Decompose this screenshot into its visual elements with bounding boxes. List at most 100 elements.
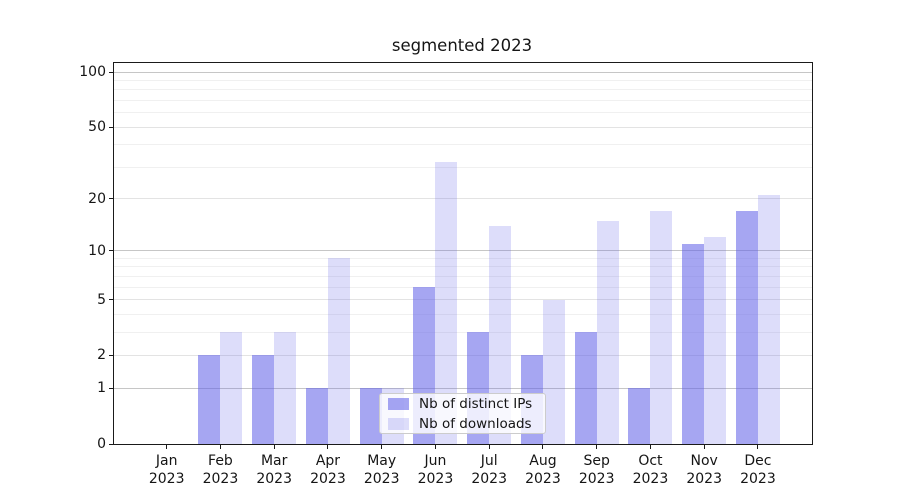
y-tick-mark bbox=[109, 299, 113, 301]
y-tick-label: 5 bbox=[97, 291, 106, 308]
legend-swatch-downloads bbox=[388, 417, 409, 430]
x-tick-mark bbox=[219, 445, 221, 449]
y-tick-label: 10 bbox=[88, 242, 106, 259]
y-tick-label: 50 bbox=[88, 119, 106, 136]
y-tick-mark bbox=[109, 71, 113, 73]
y-gridline bbox=[114, 331, 812, 333]
y-gridline bbox=[114, 299, 812, 301]
x-tick-month: Nov bbox=[690, 453, 718, 469]
x-tick-month: Oct bbox=[638, 453, 663, 469]
plot-area: 0 1 2 5 10 20 50 100 Jan 2023 Feb 2023 Mar 2023 Apr 20… bbox=[79, 62, 813, 487]
legend-item-downloads: Nb of downloads bbox=[388, 416, 537, 432]
x-tick-mark bbox=[166, 445, 168, 449]
x-tick-year: 2023 bbox=[632, 470, 669, 487]
y-tick-label: 100 bbox=[79, 64, 106, 80]
x-tick-label: Apr 2023 bbox=[293, 453, 363, 488]
bar-distinct-ips-nov bbox=[682, 243, 705, 444]
bar-downloads-apr bbox=[327, 258, 350, 444]
x-tick-mark bbox=[703, 445, 705, 449]
bar-distinct-ips-oct bbox=[628, 388, 651, 444]
x-tick-year: 2023 bbox=[578, 470, 615, 487]
y-tick-mark bbox=[109, 198, 113, 200]
y-gridline bbox=[114, 71, 812, 73]
bar-downloads-nov bbox=[704, 237, 727, 444]
bar-downloads-feb bbox=[220, 332, 243, 444]
x-tick-label: May 2023 bbox=[347, 453, 417, 488]
y-gridline bbox=[114, 126, 812, 128]
x-tick-month: Sep bbox=[583, 453, 610, 469]
bar-downloads-jun bbox=[435, 162, 458, 444]
x-tick-month: Aug bbox=[529, 453, 557, 469]
x-tick-month: Jul bbox=[480, 453, 498, 469]
y-gridline bbox=[114, 266, 812, 268]
y-tick-label: 2 bbox=[97, 347, 106, 364]
x-tick-mark bbox=[327, 445, 329, 449]
x-tick-month: Jun bbox=[424, 453, 447, 469]
y-gridline bbox=[114, 144, 812, 146]
x-tick-label: Sep 2023 bbox=[562, 453, 632, 488]
bar-distinct-ips-dec bbox=[735, 211, 758, 444]
y-gridline bbox=[114, 250, 812, 252]
x-tick-mark bbox=[381, 445, 383, 449]
x-tick-year: 2023 bbox=[310, 470, 346, 487]
x-tick-label: Dec 2023 bbox=[723, 453, 793, 488]
x-tick-month: Apr bbox=[315, 453, 341, 469]
y-tick-label: 0 bbox=[97, 436, 106, 452]
x-tick-year: 2023 bbox=[740, 470, 776, 487]
x-tick-label: Mar 2023 bbox=[239, 453, 309, 488]
bar-distinct-ips-may bbox=[359, 388, 382, 444]
x-tick-label: Nov 2023 bbox=[669, 453, 739, 488]
x-tick-mark bbox=[596, 445, 598, 449]
bar-downloads-dec bbox=[757, 194, 780, 444]
x-tick-month: Mar bbox=[260, 453, 288, 469]
y-tick-mark bbox=[109, 387, 113, 389]
bar-distinct-ips-apr bbox=[305, 388, 328, 444]
x-tick-mark bbox=[488, 445, 490, 449]
x-tick-year: 2023 bbox=[471, 470, 507, 487]
y-tick-label: 1 bbox=[97, 380, 106, 397]
x-tick-label: Aug 2023 bbox=[508, 453, 578, 488]
y-gridline bbox=[114, 166, 812, 168]
x-tick-year: 2023 bbox=[686, 470, 722, 487]
x-tick-mark bbox=[649, 445, 651, 449]
y-gridline bbox=[114, 387, 812, 389]
y-gridline bbox=[114, 112, 812, 114]
y-tick-mark bbox=[109, 443, 113, 445]
x-tick-mark bbox=[542, 445, 544, 449]
x-tick-label: Jul 2023 bbox=[454, 453, 524, 488]
x-tick-label: Jun 2023 bbox=[400, 453, 470, 488]
x-tick-year: 2023 bbox=[148, 470, 185, 487]
legend-label-downloads: Nb of downloads bbox=[419, 415, 532, 432]
bar-distinct-ips-mar bbox=[252, 355, 275, 444]
y-gridline bbox=[114, 275, 812, 277]
x-tick-year: 2023 bbox=[363, 470, 400, 487]
legend-swatch-distinct-ips bbox=[388, 397, 409, 410]
bar-downloads-jul bbox=[489, 225, 512, 444]
y-gridline bbox=[114, 198, 812, 200]
x-tick-year: 2023 bbox=[417, 470, 454, 487]
x-tick-label: Jan 2023 bbox=[132, 453, 202, 488]
bar-downloads-sep bbox=[596, 220, 619, 444]
y-gridline bbox=[114, 313, 812, 315]
y-gridline bbox=[114, 257, 812, 259]
x-tick-month: Jan bbox=[155, 453, 178, 469]
bar-downloads-mar bbox=[274, 332, 297, 444]
chart-title: segmented 2023 bbox=[391, 36, 533, 55]
x-tick-month: Feb bbox=[208, 453, 233, 469]
bar-distinct-ips-sep bbox=[574, 332, 597, 444]
bar-distinct-ips-feb bbox=[198, 355, 221, 444]
bar-downloads-oct bbox=[650, 211, 673, 444]
x-tick-label: Feb 2023 bbox=[185, 453, 255, 488]
y-gridline bbox=[114, 354, 812, 356]
y-tick-label: 20 bbox=[88, 190, 106, 207]
x-tick-label: Oct 2023 bbox=[615, 453, 685, 488]
y-tick-mark bbox=[109, 354, 113, 356]
y-tick-mark bbox=[109, 250, 113, 252]
x-tick-month: Dec bbox=[744, 453, 772, 469]
x-tick-mark bbox=[273, 445, 275, 449]
y-tick-mark bbox=[109, 126, 113, 128]
x-tick-mark bbox=[757, 445, 759, 449]
x-tick-month: May bbox=[367, 453, 397, 469]
legend-item-distinct-ips: Nb of distinct IPs bbox=[388, 396, 537, 412]
